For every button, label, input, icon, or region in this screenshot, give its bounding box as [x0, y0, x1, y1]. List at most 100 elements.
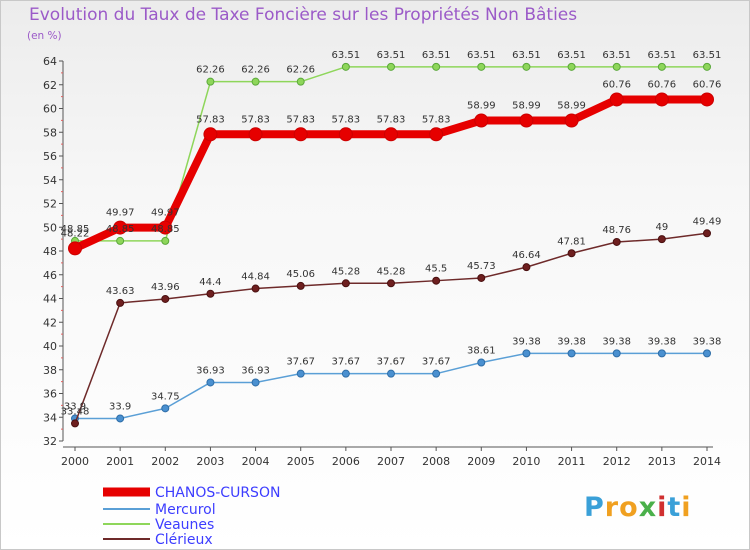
data-point-chanos-curson: [384, 127, 398, 142]
data-point-cl-rieux: [116, 298, 125, 307]
data-label-cl-rieux: 43.96: [151, 282, 180, 293]
data-point-chanos-curson: [248, 127, 263, 142]
data-label-chanos-curson: 57.83: [422, 114, 451, 125]
data-label-veaunes: 62.26: [286, 65, 315, 76]
logo-letter: x: [638, 492, 658, 523]
data-label-chanos-curson: 49.97: [106, 208, 135, 219]
y-tick-label: 54: [43, 174, 57, 187]
x-tick-label: 2011: [558, 455, 586, 468]
data-label-veaunes: 63.51: [557, 50, 586, 61]
data-label-veaunes: 48.85: [151, 224, 180, 235]
y-tick-label: 34: [43, 411, 57, 424]
logo-letter: P: [584, 492, 605, 523]
x-tick-label: 2003: [196, 455, 224, 468]
data-label-chanos-curson: 60.76: [648, 79, 677, 90]
data-point-cl-rieux: [251, 284, 260, 293]
data-label-cl-rieux: 49.49: [693, 216, 722, 227]
data-point-cl-rieux: [567, 249, 576, 258]
y-tick-label: 42: [43, 316, 57, 329]
y-tick-label: 52: [43, 198, 57, 211]
data-label-mercurol: 39.38: [602, 336, 631, 347]
data-point-cl-rieux: [341, 279, 350, 288]
data-label-chanos-curson: 57.83: [241, 114, 270, 125]
data-point-cl-rieux: [432, 276, 441, 285]
data-label-mercurol: 38.61: [467, 346, 496, 357]
data-point-chanos-curson: [293, 127, 308, 142]
data-label-cl-rieux: 45.28: [377, 266, 406, 277]
data-label-chanos-curson: 48.22: [61, 228, 90, 239]
data-label-cl-rieux: 44.84: [241, 272, 270, 283]
y-axis-unit: (en %): [27, 30, 62, 42]
data-label-veaunes: 62.26: [241, 65, 270, 76]
data-point-cl-rieux: [703, 229, 711, 238]
data-label-cl-rieux: 45.06: [286, 269, 315, 280]
data-point-veaunes: [251, 77, 260, 86]
data-point-mercurol: [612, 349, 621, 358]
data-label-chanos-curson: 58.99: [512, 100, 541, 111]
data-point-veaunes: [612, 62, 621, 71]
data-point-veaunes: [296, 77, 305, 86]
data-label-cl-rieux: 43.63: [106, 286, 135, 297]
x-tick-label: 2006: [332, 455, 360, 468]
data-label-cl-rieux: 48.76: [602, 225, 631, 236]
data-point-veaunes: [703, 62, 711, 71]
data-point-veaunes: [341, 62, 350, 71]
data-label-veaunes: 48.85: [61, 224, 90, 235]
data-point-chanos-curson: [609, 92, 624, 107]
data-point-veaunes: [432, 62, 441, 71]
data-point-mercurol: [387, 369, 395, 378]
series-layer: [68, 62, 714, 428]
x-tick-label: 2005: [287, 455, 315, 468]
data-label-cl-rieux: 44.4: [199, 277, 221, 288]
data-point-chanos-curson: [158, 220, 173, 235]
x-tick-label: 2001: [106, 455, 134, 468]
data-label-cl-rieux: 46.64: [512, 250, 541, 261]
y-tick-label: 48: [43, 245, 57, 258]
logo-letter: o: [619, 492, 639, 523]
data-label-cl-rieux: 45.5: [425, 264, 447, 275]
data-label-veaunes: 63.51: [332, 50, 361, 61]
data-label-veaunes: 63.51: [648, 50, 677, 61]
x-tick-label: 2008: [422, 455, 450, 468]
x-tick-label: 2012: [603, 455, 631, 468]
data-point-cl-rieux: [296, 281, 305, 290]
y-tick-label: 64: [43, 55, 57, 68]
y-tick-label: 44: [43, 293, 57, 306]
data-point-mercurol: [161, 404, 170, 413]
data-point-veaunes: [206, 77, 215, 86]
legend-label-veaunes: Veaunes: [155, 517, 214, 533]
data-label-veaunes: 63.51: [693, 50, 722, 61]
data-label-mercurol: 33.9: [109, 401, 131, 412]
y-tick-label: 40: [43, 340, 57, 353]
y-tick-label: 32: [43, 435, 57, 448]
data-point-chanos-curson: [564, 113, 579, 128]
data-label-chanos-curson: 49.97: [151, 208, 180, 219]
x-tick-label: 2014: [693, 455, 721, 468]
x-tick-label: 2010: [512, 455, 540, 468]
y-tick-label: 46: [43, 269, 57, 282]
data-point-mercurol: [567, 349, 576, 358]
legend-label-mercurol: Mercurol: [155, 502, 216, 518]
data-label-cl-rieux: 33.48: [61, 406, 90, 417]
data-label-chanos-curson: 57.83: [332, 114, 361, 125]
data-point-cl-rieux: [206, 289, 215, 298]
data-point-mercurol: [251, 378, 260, 387]
x-tick-label: 2004: [242, 455, 270, 468]
data-point-veaunes: [161, 236, 170, 245]
data-label-veaunes: 48.85: [106, 224, 135, 235]
data-point-mercurol: [116, 414, 125, 423]
data-label-chanos-curson: 58.99: [467, 100, 496, 111]
data-point-chanos-curson: [203, 127, 218, 142]
data-point-chanos-curson: [519, 113, 534, 128]
data-labels: 48.85 48.85 48.85 62.26 62.26 62.26 63.51 63.51…: [61, 50, 722, 418]
data-label-chanos-curson: 57.83: [196, 114, 225, 125]
data-point-cl-rieux: [522, 263, 531, 272]
data-point-mercurol: [206, 378, 215, 387]
logo-letter: i: [657, 492, 668, 523]
data-label-mercurol: 37.67: [377, 357, 406, 368]
axes: 32 34 36 38 40 42 44 46 48 50 52 54 56 58 60 62 64 2000 20…: [43, 55, 721, 468]
data-point-mercurol: [703, 349, 711, 358]
data-point-veaunes: [387, 62, 395, 71]
data-point-chanos-curson: [654, 92, 669, 107]
